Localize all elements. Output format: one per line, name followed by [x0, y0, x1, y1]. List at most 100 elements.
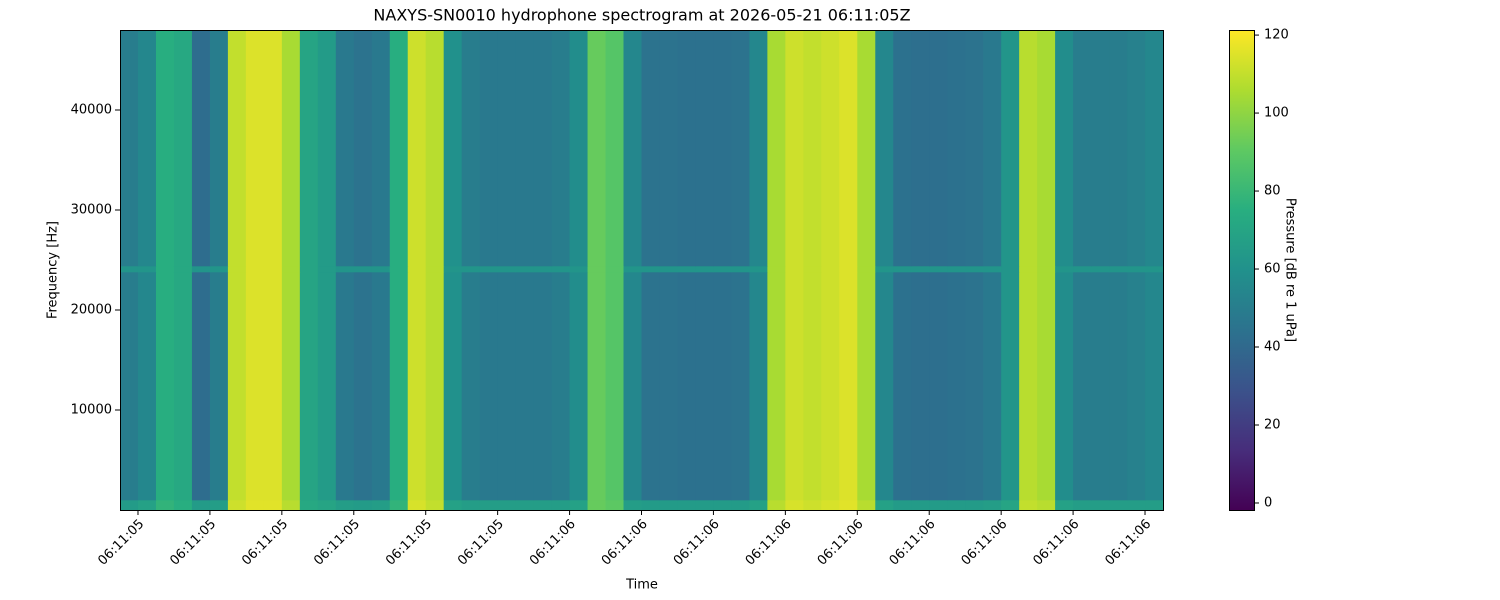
- heat-cell: [785, 500, 804, 511]
- heat-cell: [803, 272, 822, 501]
- heat-cell: [929, 30, 948, 267]
- heat-cell: [425, 266, 445, 273]
- heat-cell: [227, 500, 247, 511]
- heat-cell: [1001, 266, 1020, 273]
- heat-cell: [605, 272, 625, 501]
- heat-cell: [533, 272, 553, 501]
- heat-cell: [443, 500, 463, 511]
- heat-cell: [425, 30, 445, 267]
- heat-cell: [1127, 30, 1146, 267]
- heat-cell: [1091, 272, 1110, 501]
- heat-cell: [965, 500, 984, 511]
- heat-cell: [317, 30, 337, 267]
- heat-cell: [371, 30, 391, 267]
- heat-cell: [767, 266, 786, 273]
- x-tick-label: 06:11:06: [1102, 517, 1154, 569]
- heat-cell: [551, 30, 571, 267]
- heat-cell: [497, 266, 517, 273]
- heat-cell: [641, 266, 660, 273]
- heat-cell: [875, 500, 894, 511]
- heat-cell: [155, 30, 175, 267]
- heat-cell: [209, 266, 229, 273]
- colorbar-tick-label: 20: [1264, 417, 1281, 432]
- heat-cell: [839, 500, 858, 511]
- heat-cell: [515, 30, 535, 267]
- heat-cell: [227, 266, 247, 273]
- heat-cell: [1109, 266, 1128, 273]
- heat-cell: [587, 266, 607, 273]
- heat-cell: [1073, 500, 1092, 511]
- heat-cell: [659, 500, 678, 511]
- heat-cell: [461, 266, 481, 273]
- heat-cell: [803, 500, 822, 511]
- heat-cell: [407, 500, 427, 511]
- heat-cell: [1109, 500, 1128, 511]
- heat-cell: [461, 272, 481, 501]
- heat-cell: [821, 266, 840, 273]
- x-tick-label: 06:11:06: [743, 517, 795, 569]
- y-axis-label: Frequency [Hz]: [46, 221, 61, 319]
- x-tick-label: 06:11:05: [167, 517, 219, 569]
- x-tick-label: 06:11:06: [599, 517, 651, 569]
- heat-cell: [497, 500, 517, 511]
- heat-cell: [1037, 30, 1056, 267]
- heat-cell: [245, 272, 265, 501]
- heat-cell: [335, 272, 355, 501]
- heat-cell: [263, 30, 283, 267]
- heat-cell: [605, 266, 625, 273]
- heat-cell: [551, 500, 571, 511]
- heat-cell: [893, 500, 912, 511]
- heat-cell: [893, 30, 912, 267]
- heat-cell: [407, 30, 427, 267]
- heat-cell: [983, 266, 1002, 273]
- heat-cell: [947, 30, 966, 267]
- heat-cell: [623, 30, 642, 267]
- heat-cell: [1001, 30, 1020, 267]
- heat-cell: [407, 266, 427, 273]
- heat-cell: [659, 272, 678, 501]
- x-tick-label: 06:11:06: [1030, 517, 1082, 569]
- heat-cell: [137, 500, 157, 511]
- heat-cell: [569, 272, 589, 501]
- heat-cell: [1145, 30, 1164, 267]
- heat-cell: [1019, 500, 1038, 511]
- x-tick-label: 06:11:05: [239, 517, 291, 569]
- heat-cell: [515, 272, 535, 501]
- colorbar-tick-label: 80: [1264, 184, 1281, 199]
- x-tick-label: 06:11:06: [959, 517, 1011, 569]
- heat-cell: [1073, 266, 1092, 273]
- heat-cell: [1037, 266, 1056, 273]
- heat-cell: [551, 266, 571, 273]
- heatmap: [120, 30, 1164, 511]
- heat-cell: [443, 272, 463, 501]
- heat-cell: [263, 272, 283, 501]
- chart-title: NAXYS-SN0010 hydrophone spectrogram at 2…: [373, 6, 910, 25]
- colorbar-tick-label: 100: [1264, 106, 1289, 121]
- heat-cell: [803, 266, 822, 273]
- heat-cell: [911, 272, 930, 501]
- heat-cell: [623, 500, 642, 511]
- heat-cell: [767, 500, 786, 511]
- heat-cell: [461, 500, 481, 511]
- heat-cell: [605, 500, 625, 511]
- heat-cell: [839, 266, 858, 273]
- heat-cell: [389, 30, 409, 267]
- heat-cell: [857, 30, 876, 267]
- heat-cell: [533, 30, 553, 267]
- heat-cell: [1001, 272, 1020, 501]
- heat-cell: [749, 272, 768, 501]
- colorbar-tick-label: 40: [1264, 340, 1281, 355]
- heat-cell: [839, 30, 858, 267]
- heat-cell: [1127, 272, 1146, 501]
- heat-cell: [137, 266, 157, 273]
- heat-cell: [677, 30, 696, 267]
- heat-cell: [533, 266, 553, 273]
- heat-cell: [713, 30, 732, 267]
- heat-cell: [677, 266, 696, 273]
- heat-cell: [335, 266, 355, 273]
- heat-cell: [803, 30, 822, 267]
- heat-cell: [785, 272, 804, 501]
- heat-cell: [929, 500, 948, 511]
- heat-cell: [785, 266, 804, 273]
- heat-cell: [767, 30, 786, 267]
